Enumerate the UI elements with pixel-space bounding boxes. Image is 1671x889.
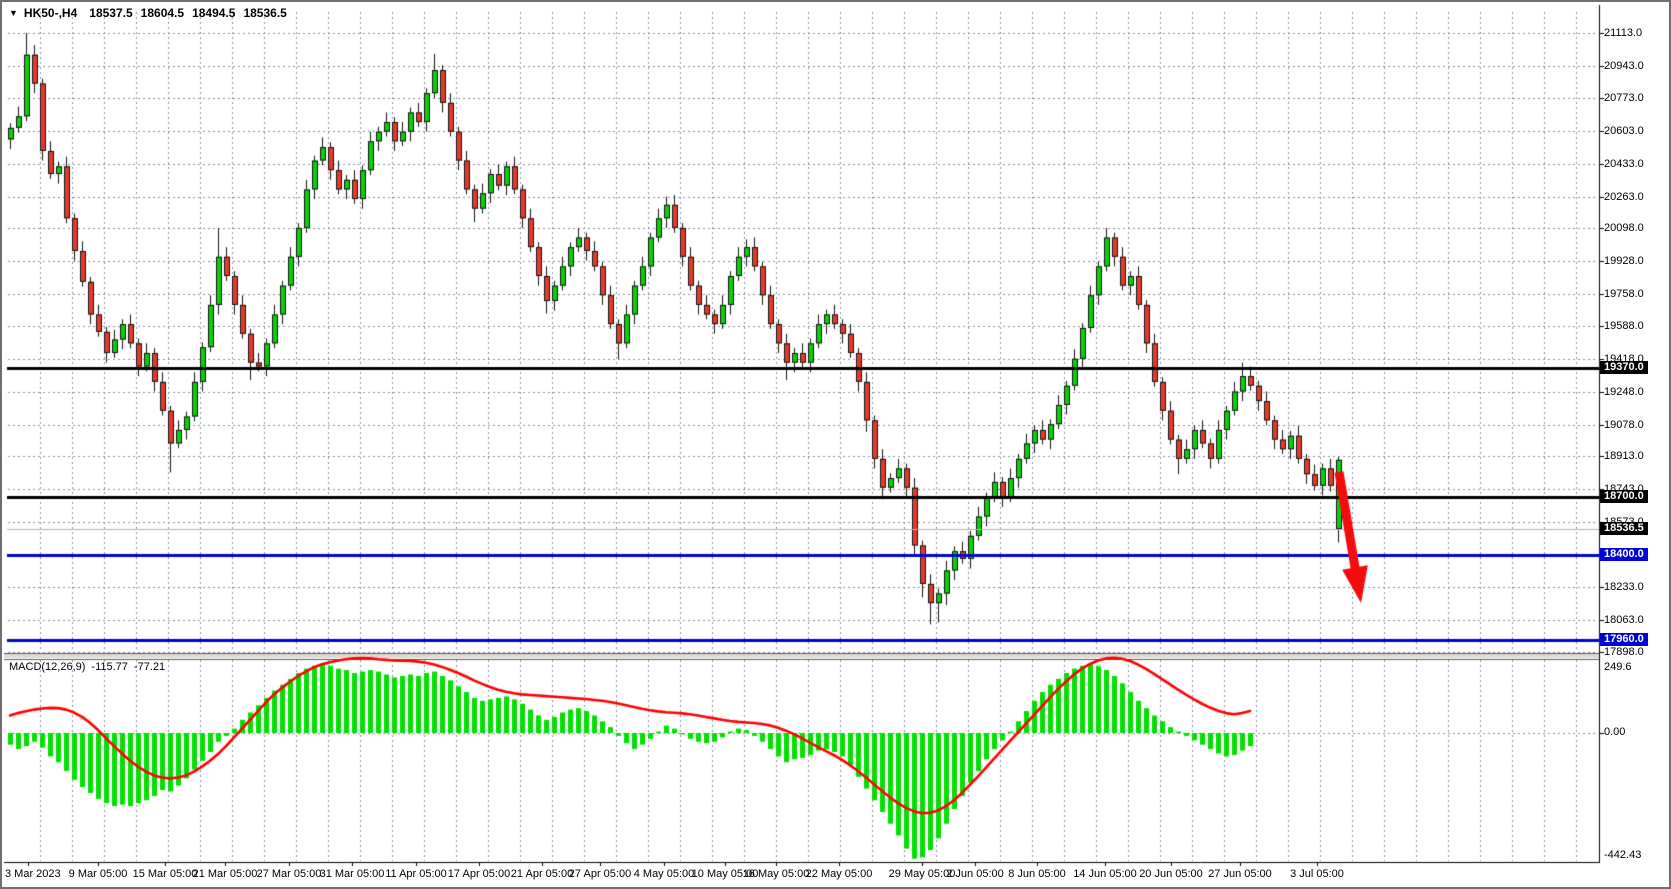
price-axis-label: 19928.0: [1604, 255, 1644, 267]
ohlc-close: 18536.5: [243, 6, 287, 20]
time-axis-label: 3 Jul 05:00: [1290, 868, 1344, 880]
price-tag: 18700.0: [1600, 490, 1648, 504]
symbol-period-label: HK50-,H4: [23, 6, 78, 20]
time-axis-label: 27 Jun 05:00: [1208, 868, 1272, 880]
macd-scale-zero: 0.00: [1604, 726, 1626, 738]
macd-main-value: -115.77: [91, 661, 128, 673]
price-axis-label: 19588.0: [1604, 320, 1644, 333]
price-axis-label: 20943.0: [1604, 59, 1644, 72]
price-axis-label: 20433.0: [1604, 157, 1644, 170]
price-axis-label: 20098.0: [1604, 222, 1644, 235]
macd-indicator-label: MACD(12,26,9): [9, 661, 86, 673]
price-tag: 19370.0: [1600, 361, 1648, 375]
macd-scale-max: 249.6: [1604, 661, 1632, 673]
price-axis-label: 20263.0: [1604, 190, 1644, 203]
time-axis-label: 31 Mar 05:00: [319, 868, 385, 880]
time-axis[interactable]: 3 Mar 2023 9 Mar 05:00 15 Mar 05:00 21 Mar …: [2, 868, 1669, 884]
price-axis-label: 17898.0: [1604, 645, 1644, 658]
macd-label-row: MACD(12,26,9) -115.77 -77.21: [9, 661, 171, 673]
ohlc-low: 18494.5: [192, 6, 236, 20]
price-tag: 17960.0: [1600, 632, 1648, 646]
price-axis-label: 20603.0: [1604, 125, 1644, 138]
price-axis-label: 18063.0: [1604, 613, 1644, 626]
time-axis-label: 9 Mar 05:00: [68, 868, 128, 880]
ohlc-high: 18604.5: [140, 6, 185, 20]
time-axis-label: 27 Mar 05:00: [256, 868, 322, 880]
time-axis-label: 29 May 05:00: [888, 868, 956, 880]
price-tag: 18400.0: [1600, 548, 1648, 562]
macd-scale-min: -442.43: [1604, 849, 1642, 861]
chart-title: ▼ HK50-,H4 18537.5 18604.5 18494.5 18536…: [9, 6, 295, 20]
time-axis-label: 20 Jun 05:00: [1139, 868, 1203, 880]
time-axis-label: 11 Apr 05:00: [385, 868, 447, 880]
time-axis-label: 8 Jun 05:00: [1008, 868, 1066, 880]
price-axis-label: 21113.0: [1604, 26, 1643, 39]
time-axis-label: 3 Mar 2023: [5, 868, 61, 880]
time-axis-label: 15 Mar 05:00: [132, 868, 198, 880]
price-axis-label: 18233.0: [1604, 581, 1644, 594]
time-axis-label: 4 May 05:00: [633, 868, 695, 880]
ohlc-open: 18537.5: [89, 6, 133, 20]
price-axis-label: 19078.0: [1604, 418, 1644, 431]
chart-dropdown-icon[interactable]: ▼: [9, 8, 18, 18]
price-axis-label: 19758.0: [1604, 287, 1644, 300]
time-axis-label: 16 May 05:00: [742, 868, 810, 880]
time-axis-label: 14 Jun 05:00: [1073, 868, 1137, 880]
price-axis-label: 20773.0: [1604, 92, 1644, 105]
time-axis-label: 27 Apr 05:00: [568, 868, 632, 880]
time-axis-label: 17 Apr 05:00: [447, 868, 511, 880]
time-axis-label: 21 Mar 05:00: [192, 868, 258, 880]
time-axis-label: 22 May 05:00: [805, 868, 873, 880]
price-axis-label: 18913.0: [1604, 450, 1644, 463]
time-axis-label: 10 May 05:00: [691, 868, 759, 880]
price-tag: 18536.5: [1600, 521, 1648, 535]
time-axis-label: 2 Jun 05:00: [946, 868, 1004, 880]
time-axis-label: 21 Apr 05:00: [510, 868, 574, 880]
macd-signal-value: -77.21: [133, 661, 166, 673]
price-axis-label: 19248.0: [1604, 385, 1644, 398]
